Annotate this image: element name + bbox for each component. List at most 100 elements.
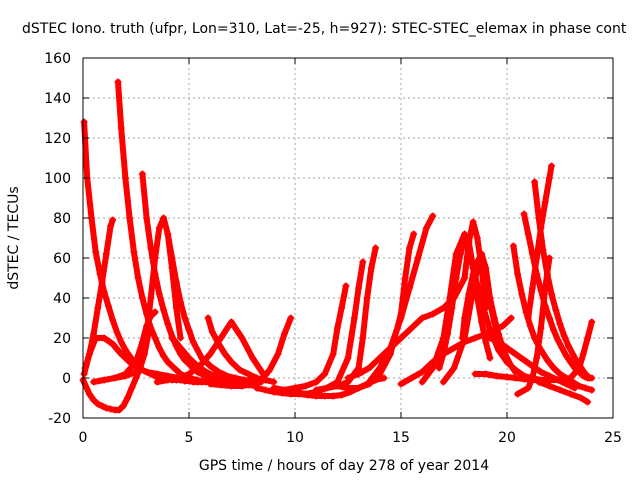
data-point (452, 274, 460, 282)
data-point (153, 370, 161, 378)
data-point (138, 170, 146, 178)
data-point (499, 322, 507, 330)
data-point (482, 370, 490, 378)
data-point (164, 376, 172, 384)
y-tick-label: 0 (62, 371, 71, 387)
data-point (194, 346, 201, 354)
data-point (124, 394, 131, 402)
data-point (586, 374, 594, 382)
data-point (249, 354, 257, 362)
data-point (151, 270, 159, 278)
data-point (312, 378, 320, 386)
data-point (236, 366, 244, 374)
data-point (552, 306, 560, 314)
series-15 (270, 282, 350, 394)
series-33 (535, 378, 592, 406)
data-point (503, 358, 511, 366)
data-point (164, 230, 172, 238)
data-point (333, 324, 341, 332)
data-point (208, 328, 216, 336)
data-point (274, 350, 282, 358)
data-point (461, 274, 469, 282)
data-point (217, 381, 225, 389)
data-point (338, 391, 346, 399)
data-point (588, 318, 596, 326)
data-point (227, 382, 235, 390)
data-point (280, 386, 288, 394)
data-point (113, 328, 121, 336)
data-point (100, 376, 108, 384)
data-point (562, 352, 570, 360)
data-point (533, 354, 541, 362)
data-point (465, 290, 473, 298)
data-point (147, 244, 155, 252)
data-point (469, 218, 477, 226)
data-point (280, 330, 288, 338)
data-point (556, 370, 564, 378)
data-point (569, 350, 577, 358)
data-point (429, 310, 437, 318)
data-point (215, 368, 223, 376)
data-point (350, 314, 358, 322)
data-point (376, 364, 384, 372)
x-tick-label: 25 (604, 430, 622, 446)
data-point (227, 358, 235, 366)
data-point (482, 338, 490, 346)
data-point (221, 350, 229, 358)
data-point (172, 366, 180, 374)
data-point (372, 244, 380, 252)
data-point (355, 364, 363, 372)
y-tick-label: 60 (53, 251, 71, 267)
data-point (397, 314, 405, 322)
data-point (478, 250, 486, 258)
data-point (185, 376, 193, 384)
data-point (408, 374, 416, 382)
data-point (155, 290, 163, 298)
axis-ticks (82, 57, 614, 419)
data-point (85, 350, 93, 358)
data-point (302, 390, 310, 398)
data-point (109, 340, 117, 348)
data-point (134, 274, 142, 282)
data-point (461, 314, 469, 322)
series-line (207, 315, 294, 389)
x-tick-label: 0 (79, 430, 88, 446)
data-point (114, 78, 122, 86)
data-point (526, 322, 534, 330)
data-point (194, 362, 201, 370)
data-point (410, 230, 418, 238)
data-point (512, 374, 519, 382)
data-point (514, 390, 522, 398)
data-point (376, 354, 384, 362)
data-point (168, 334, 176, 342)
data-point (429, 212, 437, 220)
series-4 (81, 216, 117, 372)
data-point (406, 244, 413, 252)
data-point (548, 290, 555, 298)
data-point (512, 368, 519, 376)
data-point (270, 378, 278, 386)
y-tick-label: 120 (44, 131, 71, 147)
data-point (554, 336, 562, 344)
series-31 (514, 254, 553, 398)
data-point (204, 314, 212, 322)
data-point (584, 334, 592, 342)
data-point (486, 354, 494, 362)
data-point (261, 386, 269, 394)
data-point (121, 174, 129, 182)
data-point (189, 338, 197, 346)
data-point (147, 294, 155, 302)
data-point (567, 390, 575, 398)
data-point (287, 314, 295, 322)
data-point (584, 398, 592, 406)
data-point (329, 350, 337, 358)
data-point (164, 320, 172, 328)
series-9 (164, 230, 265, 386)
data-point (355, 284, 363, 292)
data-point (270, 384, 278, 392)
data-point (100, 334, 108, 342)
y-tick-label: 140 (44, 91, 71, 107)
data-point (531, 178, 539, 186)
x-tick-label: 15 (392, 430, 410, 446)
data-point (102, 250, 110, 258)
